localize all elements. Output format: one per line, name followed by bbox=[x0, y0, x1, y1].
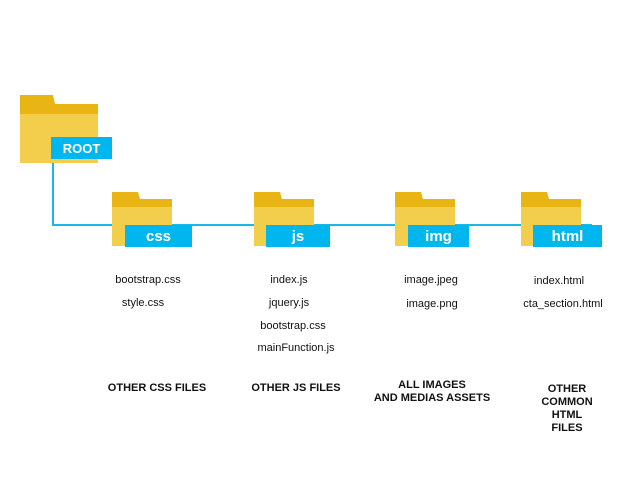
folder-img-label: img bbox=[408, 225, 469, 247]
folder-img[interactable]: img bbox=[395, 192, 469, 248]
folder-js[interactable]: js bbox=[254, 192, 330, 248]
file-item[interactable]: index.html bbox=[533, 275, 585, 287]
folder-css-caption: OTHER CSS FILES bbox=[107, 382, 207, 394]
file-item[interactable]: index.js bbox=[270, 274, 308, 286]
folder-img-caption: ALL IMAGES AND MEDIAS ASSETS bbox=[373, 379, 491, 404]
folder-html-caption: OTHER COMMON HTML FILES bbox=[541, 383, 593, 434]
file-item[interactable]: image.png bbox=[406, 298, 458, 310]
file-item[interactable]: image.jpeg bbox=[404, 274, 458, 286]
file-item[interactable]: style.css bbox=[121, 297, 165, 309]
folder-js-caption: OTHER JS FILES bbox=[251, 382, 341, 394]
file-item[interactable]: mainFunction.js bbox=[257, 342, 335, 354]
root-folder-label: ROOT bbox=[51, 137, 112, 159]
file-item[interactable]: jquery.js bbox=[268, 297, 310, 309]
folder-css[interactable]: css bbox=[112, 192, 192, 248]
root-connector-vertical bbox=[52, 158, 54, 225]
file-item[interactable]: cta_section.html bbox=[523, 298, 603, 310]
file-item[interactable]: bootstrap.css bbox=[115, 274, 181, 286]
folder-css-label: css bbox=[125, 225, 192, 247]
folder-html[interactable]: html bbox=[521, 192, 602, 248]
folder-html-label: html bbox=[533, 225, 602, 247]
root-folder[interactable]: ROOT bbox=[20, 95, 112, 165]
file-item[interactable]: bootstrap.css bbox=[260, 320, 326, 332]
folder-js-label: js bbox=[266, 225, 330, 247]
